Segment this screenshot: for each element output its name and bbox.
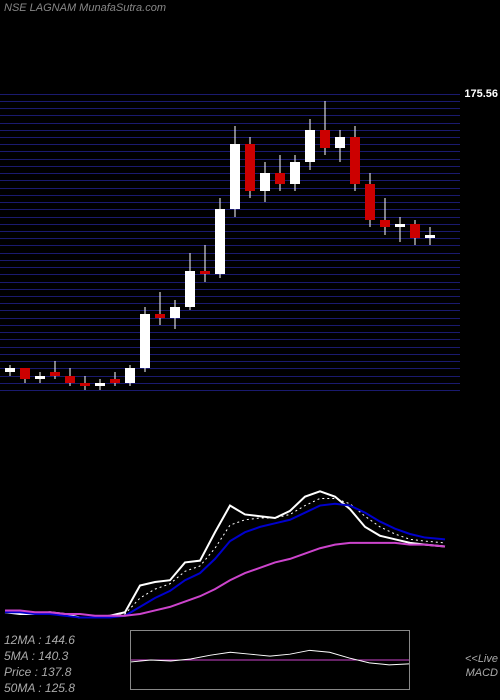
indicator-panel[interactable]: 12MA : 144.6 5MA : 140.3 Price : 137.8 5…: [0, 470, 500, 700]
indicator-blue-line: [5, 504, 445, 618]
candles-container: [0, 90, 460, 390]
macd-label-line2: MACD: [465, 666, 498, 680]
indicator-white-line: [5, 491, 445, 617]
candlestick-panel[interactable]: 175.56: [0, 90, 500, 390]
inset-line: [131, 650, 409, 665]
macd-label-line1: <<Live: [465, 652, 498, 666]
indicator-lines-svg: [0, 470, 460, 630]
macd-inset: [130, 630, 410, 690]
indicator-magenta-line: [5, 543, 445, 616]
stats-block: 12MA : 144.6 5MA : 140.3 Price : 137.8 5…: [4, 632, 75, 696]
chart-header: NSE LAGNAM MunafaSutra.com: [4, 2, 166, 14]
price-highlight-top: 175.56: [464, 88, 498, 100]
stat-price: Price : 137.8: [4, 664, 75, 680]
stat-12ma: 12MA : 144.6: [4, 632, 75, 648]
macd-label: <<Live MACD: [465, 652, 498, 680]
inset-svg: [131, 631, 409, 689]
stat-5ma: 5MA : 140.3: [4, 648, 75, 664]
stat-50ma: 50MA : 125.8: [4, 680, 75, 696]
